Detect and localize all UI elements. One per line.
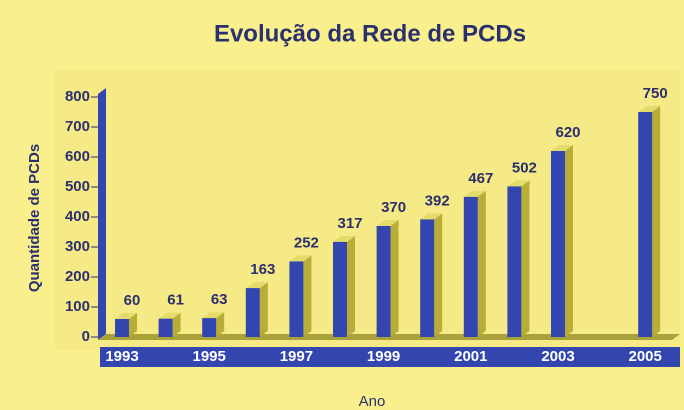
- x-tick-label: 1999: [367, 348, 400, 365]
- data-label: 252: [294, 234, 319, 251]
- x-tick-label: 2005: [629, 348, 662, 365]
- bar-front: [420, 219, 435, 337]
- y-tick-label: 700: [65, 118, 90, 135]
- bar-front: [245, 288, 260, 337]
- bar-top: [115, 313, 137, 319]
- bar-front: [507, 186, 522, 337]
- bar-front: [463, 196, 478, 337]
- bar-front: [551, 151, 565, 337]
- bar: [245, 282, 268, 337]
- bar-front: [333, 241, 347, 337]
- x-axis-band: [100, 347, 680, 367]
- bar-front: [202, 318, 217, 337]
- bar-top: [289, 255, 312, 262]
- bar-top: [158, 312, 181, 319]
- bar-front: [158, 318, 173, 337]
- bar-side: [477, 190, 486, 337]
- bar-front: [638, 112, 653, 337]
- bar: [202, 312, 225, 337]
- bar: [376, 220, 399, 337]
- data-label: 61: [167, 292, 184, 309]
- bar: [420, 213, 443, 337]
- y-axis-wall: [98, 88, 106, 340]
- x-axis-label: Ano: [359, 393, 386, 410]
- bar: [551, 145, 573, 337]
- bar-side: [259, 282, 268, 337]
- x-tick-label: 1995: [193, 348, 226, 365]
- bar-top: [420, 213, 443, 220]
- plot-area: [55, 70, 680, 350]
- bar-side: [565, 145, 573, 337]
- data-label: 60: [124, 292, 141, 309]
- bar-side: [303, 255, 312, 337]
- data-label: 370: [381, 199, 406, 216]
- x-tick-label: 1997: [280, 348, 313, 365]
- bar-top: [463, 190, 486, 197]
- bar-front: [115, 319, 129, 337]
- y-tick-label: 100: [65, 298, 90, 315]
- data-label: 467: [468, 170, 493, 187]
- y-tick-label: 800: [65, 88, 90, 105]
- bar-top: [507, 180, 530, 187]
- x-tick-label: 2003: [541, 348, 574, 365]
- bar-top: [333, 235, 355, 242]
- x-tick-label: 1993: [105, 348, 138, 365]
- bar-side: [434, 213, 443, 337]
- y-tick-label: 200: [65, 268, 90, 285]
- bar: [463, 190, 486, 337]
- data-label: 392: [425, 192, 450, 209]
- bar: [158, 312, 181, 337]
- bar-side: [521, 180, 530, 337]
- y-tick-label: 0: [82, 328, 90, 345]
- bar-top: [376, 220, 399, 226]
- bar: [507, 180, 530, 337]
- data-label: 163: [250, 261, 275, 278]
- chart-title: Evolução da Rede de PCDs: [214, 20, 526, 47]
- bar-side: [172, 312, 181, 337]
- data-label: 502: [512, 159, 537, 176]
- bar-front: [289, 261, 304, 337]
- data-label: 63: [211, 291, 228, 308]
- data-label: 750: [643, 85, 668, 102]
- y-tick-label: 600: [65, 148, 90, 165]
- x-tick-label: 2001: [454, 348, 487, 365]
- bar: [333, 235, 355, 337]
- bar: [638, 106, 661, 337]
- y-tick-label: 400: [65, 208, 90, 225]
- bar-side: [347, 235, 355, 337]
- bar-top: [202, 312, 225, 319]
- data-label: 317: [337, 215, 362, 232]
- data-label: 620: [555, 124, 580, 141]
- bar-front: [376, 226, 391, 337]
- bar: [115, 313, 137, 337]
- bar: [289, 255, 312, 337]
- bar-side: [390, 220, 399, 337]
- bar-top: [245, 282, 268, 289]
- y-tick-label: 500: [65, 178, 90, 195]
- bar-side: [129, 313, 137, 337]
- bar-top: [551, 145, 573, 151]
- y-tick-label: 300: [65, 238, 90, 255]
- bar-side: [216, 312, 225, 337]
- bar-side: [652, 106, 661, 337]
- y-axis-label: Quantidade de PCDs: [26, 144, 43, 292]
- bar-top: [638, 106, 661, 112]
